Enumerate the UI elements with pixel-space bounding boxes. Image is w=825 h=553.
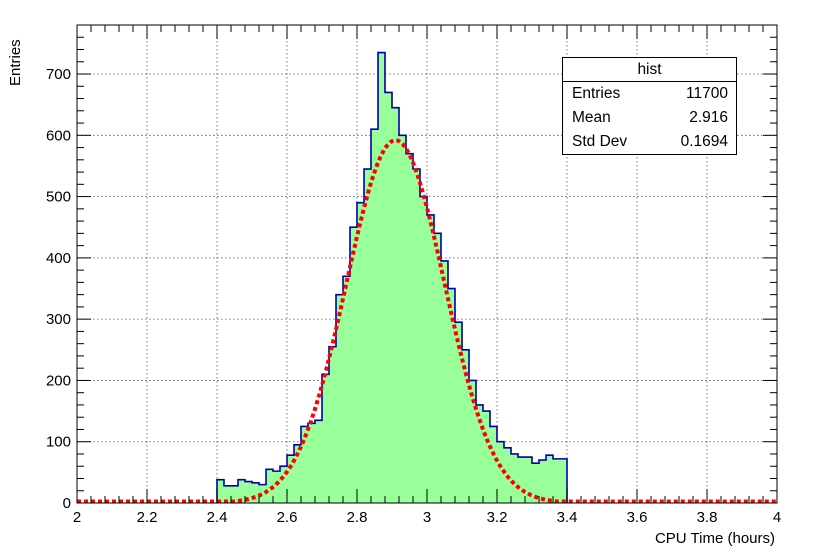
histogram-bar [483, 411, 491, 503]
histogram-bar [511, 453, 519, 503]
histogram-outline [216, 51, 568, 503]
histogram-bar [357, 202, 365, 503]
histogram-bar [497, 441, 505, 503]
stats-label: Std Dev [572, 133, 628, 150]
stats-box-title: hist [563, 58, 736, 82]
histogram-bar [392, 107, 400, 503]
histogram-bar [252, 482, 260, 503]
stats-row-entries: Entries 11700 [563, 82, 736, 106]
y-tick-label: 200 [46, 372, 71, 389]
histogram-bar [525, 457, 533, 503]
histogram-bar [322, 374, 330, 503]
x-tick-label: 2.6 [277, 509, 298, 526]
histogram-bar [315, 420, 323, 503]
histogram-bar [553, 458, 561, 503]
histogram-bar [266, 469, 274, 503]
histogram-bar [490, 426, 498, 503]
stats-value: 0.1694 [680, 133, 728, 150]
y-tick-label: 400 [46, 250, 71, 267]
x-tick-labels: 2 2.2 2.4 2.6 2.8 3 3.2 3.4 3.6 3.8 4 [73, 509, 781, 526]
stats-label: Mean [572, 109, 611, 126]
y-tick-label: 100 [46, 434, 71, 451]
histogram-bar [301, 426, 309, 503]
histogram-bar [273, 471, 281, 503]
histogram-bar [476, 404, 484, 503]
histogram-bar [385, 92, 393, 504]
histogram-bar [441, 260, 449, 503]
y-tick-label: 300 [46, 311, 71, 328]
histogram-bar [448, 288, 456, 503]
histogram-bar [280, 466, 288, 503]
y-axis-title: Entries [7, 39, 24, 86]
stats-row-mean: Mean 2.916 [563, 106, 736, 130]
histogram-bar [329, 346, 337, 503]
histogram-bar [343, 276, 351, 503]
x-tick-label: 4 [773, 509, 781, 526]
x-tick-label: 3.4 [557, 509, 578, 526]
histogram-bar [469, 380, 477, 503]
x-tick-label: 2.4 [207, 509, 228, 526]
y-tick-label: 500 [46, 189, 71, 206]
histogram-bar [245, 481, 253, 503]
histogram-bar [336, 294, 344, 503]
x-tick-label: 3.6 [627, 509, 648, 526]
x-tick-label: 3.2 [487, 509, 508, 526]
x-tick-label: 2.8 [347, 509, 368, 526]
histogram-bar [238, 479, 246, 503]
y-tick-label: 600 [46, 127, 71, 144]
stats-value: 2.916 [689, 109, 728, 126]
histogram-bar [546, 455, 554, 503]
histogram-bar [434, 233, 442, 503]
histogram-bar [294, 444, 302, 503]
histogram-bars [217, 52, 568, 504]
histogram-bar [224, 485, 232, 503]
y-tick-labels: 0 100 200 300 400 500 600 700 [46, 66, 71, 512]
histogram-bar [259, 484, 267, 503]
histogram-bar [406, 153, 414, 503]
x-tick-label: 2.2 [137, 509, 158, 526]
x-axis-title: CPU Time (hours) [655, 530, 775, 547]
histogram-bar [462, 349, 470, 503]
histogram-bar [413, 169, 421, 503]
histogram-bar [364, 169, 372, 503]
histogram-bar [539, 460, 547, 503]
histogram-bar [287, 455, 295, 503]
y-tick-label: 700 [46, 66, 71, 83]
histogram-bar [217, 479, 225, 503]
histogram-bar [231, 485, 239, 503]
histogram-bar [399, 135, 407, 504]
x-tick-label: 3 [423, 509, 431, 526]
histogram-bar [560, 458, 568, 503]
histogram-bar [371, 129, 379, 503]
statistics-box: hist Entries 11700 Mean 2.916 Std Dev 0.… [562, 57, 737, 155]
axis-ticks [76, 24, 778, 504]
histogram-bar [420, 196, 428, 504]
histogram-bar [518, 457, 526, 503]
histogram-bar [350, 227, 358, 503]
gaussian-fit-curve [77, 138, 777, 504]
x-tick-label: 2 [73, 509, 81, 526]
stats-value: 11700 [686, 85, 728, 102]
histogram-bar [308, 423, 316, 503]
y-tick-label: 0 [63, 495, 71, 512]
histogram-bar [378, 52, 386, 503]
stats-row-std-dev: Std Dev 0.1694 [563, 130, 736, 154]
x-tick-label: 3.8 [697, 509, 718, 526]
histogram-bar [532, 463, 540, 503]
histogram-bar [455, 322, 463, 503]
stats-label: Entries [572, 85, 621, 102]
histogram-bar [427, 214, 435, 503]
